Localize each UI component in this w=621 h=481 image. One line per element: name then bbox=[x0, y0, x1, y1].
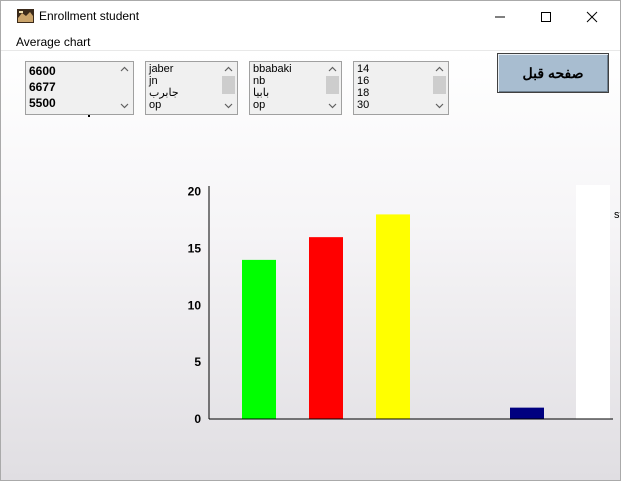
list-item[interactable]: بابيا bbox=[253, 87, 270, 99]
y-tick-label: 20 bbox=[188, 185, 202, 199]
list-item[interactable]: jaber bbox=[149, 63, 174, 75]
menu-bar: Average chart bbox=[1, 32, 620, 51]
list-item[interactable]: 30 bbox=[357, 99, 370, 111]
scroll-thumb[interactable] bbox=[433, 76, 446, 94]
scroll-down-button[interactable] bbox=[116, 99, 133, 113]
scroll-down-button[interactable] bbox=[431, 99, 448, 113]
list-item[interactable]: 16 bbox=[357, 75, 370, 87]
chevron-down-icon bbox=[328, 103, 337, 109]
chart-bar bbox=[376, 214, 410, 419]
chevron-down-icon bbox=[435, 103, 444, 109]
scroll-up-button[interactable] bbox=[324, 62, 341, 76]
chart-bar bbox=[309, 237, 343, 419]
chevron-down-icon bbox=[120, 103, 129, 109]
y-tick-label: 5 bbox=[194, 355, 201, 369]
chart-bar bbox=[510, 407, 544, 419]
scrollbar[interactable] bbox=[324, 62, 341, 114]
close-icon bbox=[586, 11, 598, 23]
scrollbar[interactable] bbox=[220, 62, 237, 114]
form-client-area: 6600 6677 5500 jaber jn جابرب op bbox=[1, 51, 620, 480]
average-bar-chart: 0 5 10 15 20 bbox=[188, 185, 613, 426]
window-title: Enrollment student bbox=[39, 9, 140, 23]
list-item[interactable]: 5500 bbox=[29, 96, 56, 110]
menu-item-average-chart[interactable]: Average chart bbox=[16, 35, 91, 49]
scrollbar[interactable] bbox=[116, 62, 133, 114]
scroll-up-button[interactable] bbox=[116, 62, 133, 76]
maximize-button[interactable] bbox=[523, 1, 569, 32]
scroll-down-button[interactable] bbox=[220, 99, 237, 113]
chevron-down-icon bbox=[224, 103, 233, 109]
y-tick-label: 0 bbox=[194, 412, 201, 426]
y-tick-label: 10 bbox=[188, 298, 202, 312]
scroll-down-button[interactable] bbox=[324, 99, 341, 113]
chevron-up-icon bbox=[224, 66, 233, 72]
previous-page-label: صفحه قبل bbox=[522, 65, 584, 81]
last-names-listbox[interactable]: bbabaki nb بابيا op bbox=[249, 61, 342, 115]
ages-listbox[interactable]: 14 16 18 30 bbox=[353, 61, 449, 115]
list-item[interactable]: bbabaki bbox=[253, 63, 292, 75]
minimize-button[interactable] bbox=[477, 1, 523, 32]
app-icon bbox=[17, 9, 34, 23]
list-item[interactable]: 14 bbox=[357, 63, 370, 75]
list-item[interactable]: nb bbox=[253, 75, 266, 87]
close-button[interactable] bbox=[569, 1, 615, 32]
chart-bar bbox=[242, 259, 276, 419]
separator-dot bbox=[88, 115, 90, 117]
chevron-up-icon bbox=[435, 66, 444, 72]
list-item[interactable]: 18 bbox=[357, 87, 370, 99]
title-bar[interactable]: Enrollment student bbox=[1, 1, 620, 32]
list-item[interactable]: جابرب bbox=[149, 87, 179, 99]
scroll-up-button[interactable] bbox=[220, 62, 237, 76]
scrollbar[interactable] bbox=[431, 62, 448, 114]
list-item[interactable]: 6677 bbox=[29, 80, 56, 94]
clipped-label: st bbox=[614, 209, 620, 221]
list-item[interactable]: op bbox=[149, 99, 162, 111]
list-item[interactable]: 6600 bbox=[29, 64, 56, 78]
scores-listbox[interactable]: 6600 6677 5500 bbox=[25, 61, 134, 115]
chevron-up-icon bbox=[328, 66, 337, 72]
list-item[interactable]: jn bbox=[149, 75, 158, 87]
chevron-up-icon bbox=[120, 66, 129, 72]
list-item[interactable]: op bbox=[253, 99, 266, 111]
first-names-listbox[interactable]: jaber jn جابرب op bbox=[145, 61, 238, 115]
y-tick-label: 15 bbox=[188, 242, 202, 256]
maximize-icon bbox=[541, 12, 551, 22]
scroll-thumb[interactable] bbox=[326, 76, 339, 94]
minimize-icon bbox=[495, 16, 505, 18]
scroll-thumb[interactable] bbox=[222, 76, 235, 94]
scroll-up-button[interactable] bbox=[431, 62, 448, 76]
side-panel bbox=[576, 185, 610, 419]
previous-page-button[interactable]: صفحه قبل bbox=[497, 53, 609, 93]
